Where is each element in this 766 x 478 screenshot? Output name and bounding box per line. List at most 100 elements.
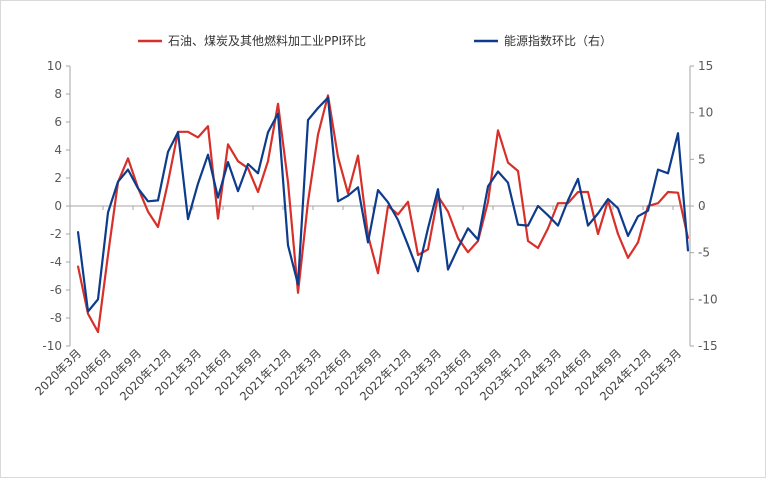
energy-data-point [187, 218, 189, 220]
energy-data-point [687, 250, 689, 252]
energy-data-point [107, 211, 109, 214]
energy-data-point [197, 182, 199, 185]
ppi-data-point [677, 191, 679, 194]
ppi-data-point [77, 265, 79, 268]
energy-data-point [437, 188, 439, 190]
ppi-data-point [537, 247, 539, 249]
energy-data-point [617, 207, 619, 210]
ppi-data-point [577, 191, 579, 193]
energy-data-point [447, 268, 449, 271]
energy-data-point [247, 163, 249, 165]
ppi-data-point [657, 202, 659, 204]
ppi-data-point [207, 125, 209, 127]
ppi-data-point [187, 131, 189, 133]
series-line-ppi [76, 94, 690, 334]
ppi-data-point [597, 233, 599, 235]
left-axis-tick-label: 10 [47, 59, 62, 73]
ppi-data-point [377, 272, 379, 275]
ppi-data-point [447, 210, 449, 213]
ppi-data-point [587, 191, 589, 193]
energy-data-point [297, 283, 299, 286]
energy-data-point [657, 168, 659, 171]
ppi-data-point [487, 201, 489, 203]
ppi-data-point [237, 160, 239, 162]
energy-data-point [87, 310, 89, 313]
ppi-data-point [287, 181, 289, 183]
right-axis-tick-label: -10 [698, 292, 718, 306]
energy-data-point [537, 205, 539, 207]
ppi-data-point [97, 331, 99, 333]
ppi-data-point [547, 227, 549, 230]
ppi-data-point [127, 157, 129, 160]
energy-data-point [607, 198, 609, 200]
energy-data-point [157, 199, 159, 202]
ppi-data-point [87, 313, 89, 315]
ppi-data-point [297, 292, 299, 294]
energy-data-point [417, 270, 419, 273]
left-axis-tick-label: -8 [50, 311, 62, 325]
ppi-data-point [427, 248, 429, 251]
ppi-data-point [277, 103, 279, 105]
energy-data-point [567, 199, 569, 202]
energy-data-point [137, 187, 139, 190]
ppi-data-point [317, 133, 319, 136]
ppi-data-point [407, 201, 409, 203]
ppi-data-point [257, 191, 259, 193]
energy-data-point [387, 201, 389, 204]
left-axis-tick-label: -10 [42, 339, 62, 353]
legend: 石油、煤炭及其他燃料加工业PPI环比 能源指数环比（右） [138, 33, 612, 48]
energy-data-point [327, 96, 329, 99]
right-axis-tick-label: 10 [698, 106, 713, 120]
left-axis-tick-label: -2 [50, 227, 62, 241]
ppi-data-point [307, 201, 309, 203]
energy-data-point [337, 200, 339, 203]
energy-data-point [407, 244, 409, 246]
energy-data-point [507, 181, 509, 184]
ppi-data-point [157, 226, 159, 228]
ppi-data-point [667, 191, 669, 193]
ppi-data-point [357, 154, 359, 157]
energy-data-point [677, 132, 679, 134]
ppi-data-point [617, 233, 619, 235]
energy-data-point [367, 241, 369, 244]
ppi-data-point [397, 213, 399, 216]
energy-data-point [307, 119, 309, 121]
energy-data-point [167, 151, 169, 153]
right-axis-tick-label: -15 [698, 339, 718, 353]
ppi-data-point [497, 129, 499, 132]
left-axis-tick-label: 8 [54, 87, 62, 101]
ppi-data-point [167, 181, 169, 183]
energy-data-point [627, 235, 629, 237]
ppi-data-point [457, 237, 459, 239]
right-axis-tick-label: -5 [698, 246, 710, 260]
energy-data-point [357, 186, 359, 189]
ppi-data-point [507, 161, 509, 164]
energy-data-point [217, 196, 219, 199]
energy-data-point [227, 161, 229, 163]
ppi-data-point [387, 205, 389, 207]
legend-label-ppi: 石油、煤炭及其他燃料加工业PPI环比 [168, 33, 366, 48]
energy-data-point [547, 214, 549, 217]
left-axis-tick-label: -4 [50, 255, 62, 269]
energy-data-point [237, 190, 239, 192]
energy-data-point [647, 209, 649, 212]
ppi-data-point [337, 156, 339, 158]
ppi-data-point [417, 254, 419, 256]
energy-data-point [147, 200, 149, 203]
ppi-data-point [227, 143, 229, 146]
ppi-data-point [327, 94, 329, 97]
left-axis-tick-label: 4 [54, 143, 62, 157]
energy-data-point [77, 230, 79, 233]
energy-data-point [467, 227, 469, 230]
energy-data-point [317, 107, 319, 109]
energy-data-point [257, 172, 259, 175]
legend-label-energy: 能源指数环比（右） [504, 33, 612, 48]
right-axis-tick-label: 0 [698, 199, 706, 213]
left-axis-tick-label: -6 [50, 283, 62, 297]
energy-data-point [207, 153, 209, 156]
left-axis-tick-label: 2 [54, 171, 62, 185]
ppi-data-point [147, 210, 149, 213]
energy-data-point [667, 172, 669, 175]
energy-data-point [597, 212, 599, 215]
energy-data-point [287, 244, 289, 246]
